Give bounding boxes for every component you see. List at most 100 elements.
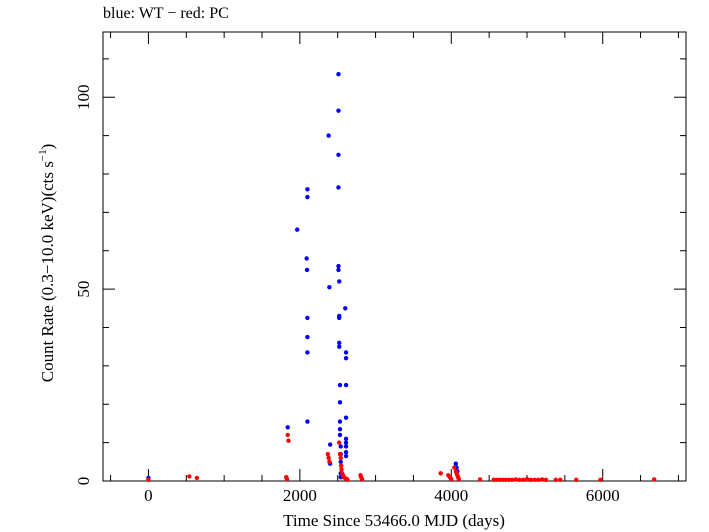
pc-data-point [491,477,496,483]
pc-data-point [558,477,563,483]
pc-data-point [509,477,515,483]
y-axis-label-exponent: −1 [37,149,49,161]
wt-data-point [338,459,343,465]
data-points [146,72,657,483]
pc-data-point [574,477,579,483]
wt-data-point [343,440,349,445]
wt-data-point [453,461,459,466]
chart-title: blue: WT − red: PC [103,5,229,22]
wt-data-point [305,419,310,424]
pc-data-point [452,465,457,470]
pc-data-point [598,477,603,483]
pc-data-point [327,459,332,465]
pc-data-point [456,476,462,482]
pc-data-point [325,451,331,457]
wt-data-point [305,315,310,321]
plot-frame [102,31,687,482]
wt-data-point [337,382,343,388]
x-tick-label: 6000 [586,486,620,505]
wt-data-point [305,350,310,355]
pc-data-point [524,476,530,482]
wt-data-point [337,340,342,346]
wt-data-point [337,419,343,424]
pc-data-point [532,477,537,483]
wt-data-point [337,279,342,284]
pc-data-point [521,477,526,483]
y-axis-label: Count Rate (0.3−10.0 keV)(cts s−1) [37,144,57,383]
pc-data-point [536,477,541,483]
wt-data-point [343,444,349,449]
wt-data-point [343,382,349,388]
pc-data-point [543,477,549,483]
wt-data-point [305,187,310,192]
wt-data-point [337,315,342,321]
x-tick-label: 4000 [434,486,468,505]
pc-data-point [338,463,344,468]
pc-data-point [194,475,200,481]
wt-data-point [337,400,343,405]
pc-data-point [337,451,343,457]
wt-data-point [305,334,310,340]
wt-data-point [327,285,332,290]
pc-data-point [286,438,291,443]
axis-ticks [103,32,686,482]
pc-data-point [652,477,657,482]
wt-data-point [304,267,310,273]
pc-data-point [285,432,290,438]
wt-data-point [295,227,300,232]
wt-data-point [337,344,342,349]
x-tick-label: 2000 [283,486,317,505]
wt-data-point [336,267,341,273]
pc-data-point [553,477,558,483]
pc-data-point [339,467,344,472]
pc-data-point [506,477,512,483]
pc-data-point [500,477,505,483]
y-tick-label: 50 [74,281,93,298]
pc-data-point [539,477,545,482]
wt-data-point [343,350,349,355]
pc-data-point [528,477,533,483]
wt-data-point [304,256,309,261]
wt-data-point [336,263,341,269]
pc-data-point [503,477,508,483]
wt-data-point [337,432,343,438]
pc-data-point [513,477,518,482]
wt-data-point [285,425,290,430]
x-tick-label: 0 [144,486,153,505]
pc-data-point [187,474,192,479]
x-axis-label: Time Since 53466.0 MJD (days) [283,511,505,530]
pc-data-point [497,477,502,483]
pc-data-point [494,477,499,483]
wt-data-point [343,436,349,441]
wt-data-point [336,185,341,190]
y-tick-label: 100 [74,84,93,110]
pc-data-point [326,455,331,461]
wt-data-point [305,194,310,200]
wt-data-point [336,72,341,77]
pc-data-point [338,455,343,461]
pc-data-point [449,476,454,482]
pc-data-point [345,477,350,483]
wt-data-point [337,426,343,432]
pc-data-point [359,476,365,482]
wt-data-point [326,133,331,138]
wt-data-point [343,450,349,455]
wt-data-point [343,306,348,311]
pc-data-point [438,471,443,476]
wt-data-point [336,108,341,113]
y-axis-label-main: Count Rate (0.3−10.0 keV)(cts s [38,161,57,382]
pc-data-point [517,477,522,483]
pc-data-point [146,477,151,483]
y-axis-label-close: ) [38,144,57,150]
pc-data-point [284,476,290,482]
y-tick-label: 0 [74,477,93,486]
wt-data-point [336,152,341,158]
wt-data-point [327,442,333,447]
pc-data-point [477,477,483,482]
wt-data-point [343,453,349,459]
wt-data-point [343,415,349,420]
axis-tick-labels: 0 2000 4000 6000 0 50 100 [74,84,620,505]
wt-data-point [343,355,349,361]
pc-data-point [337,440,342,445]
